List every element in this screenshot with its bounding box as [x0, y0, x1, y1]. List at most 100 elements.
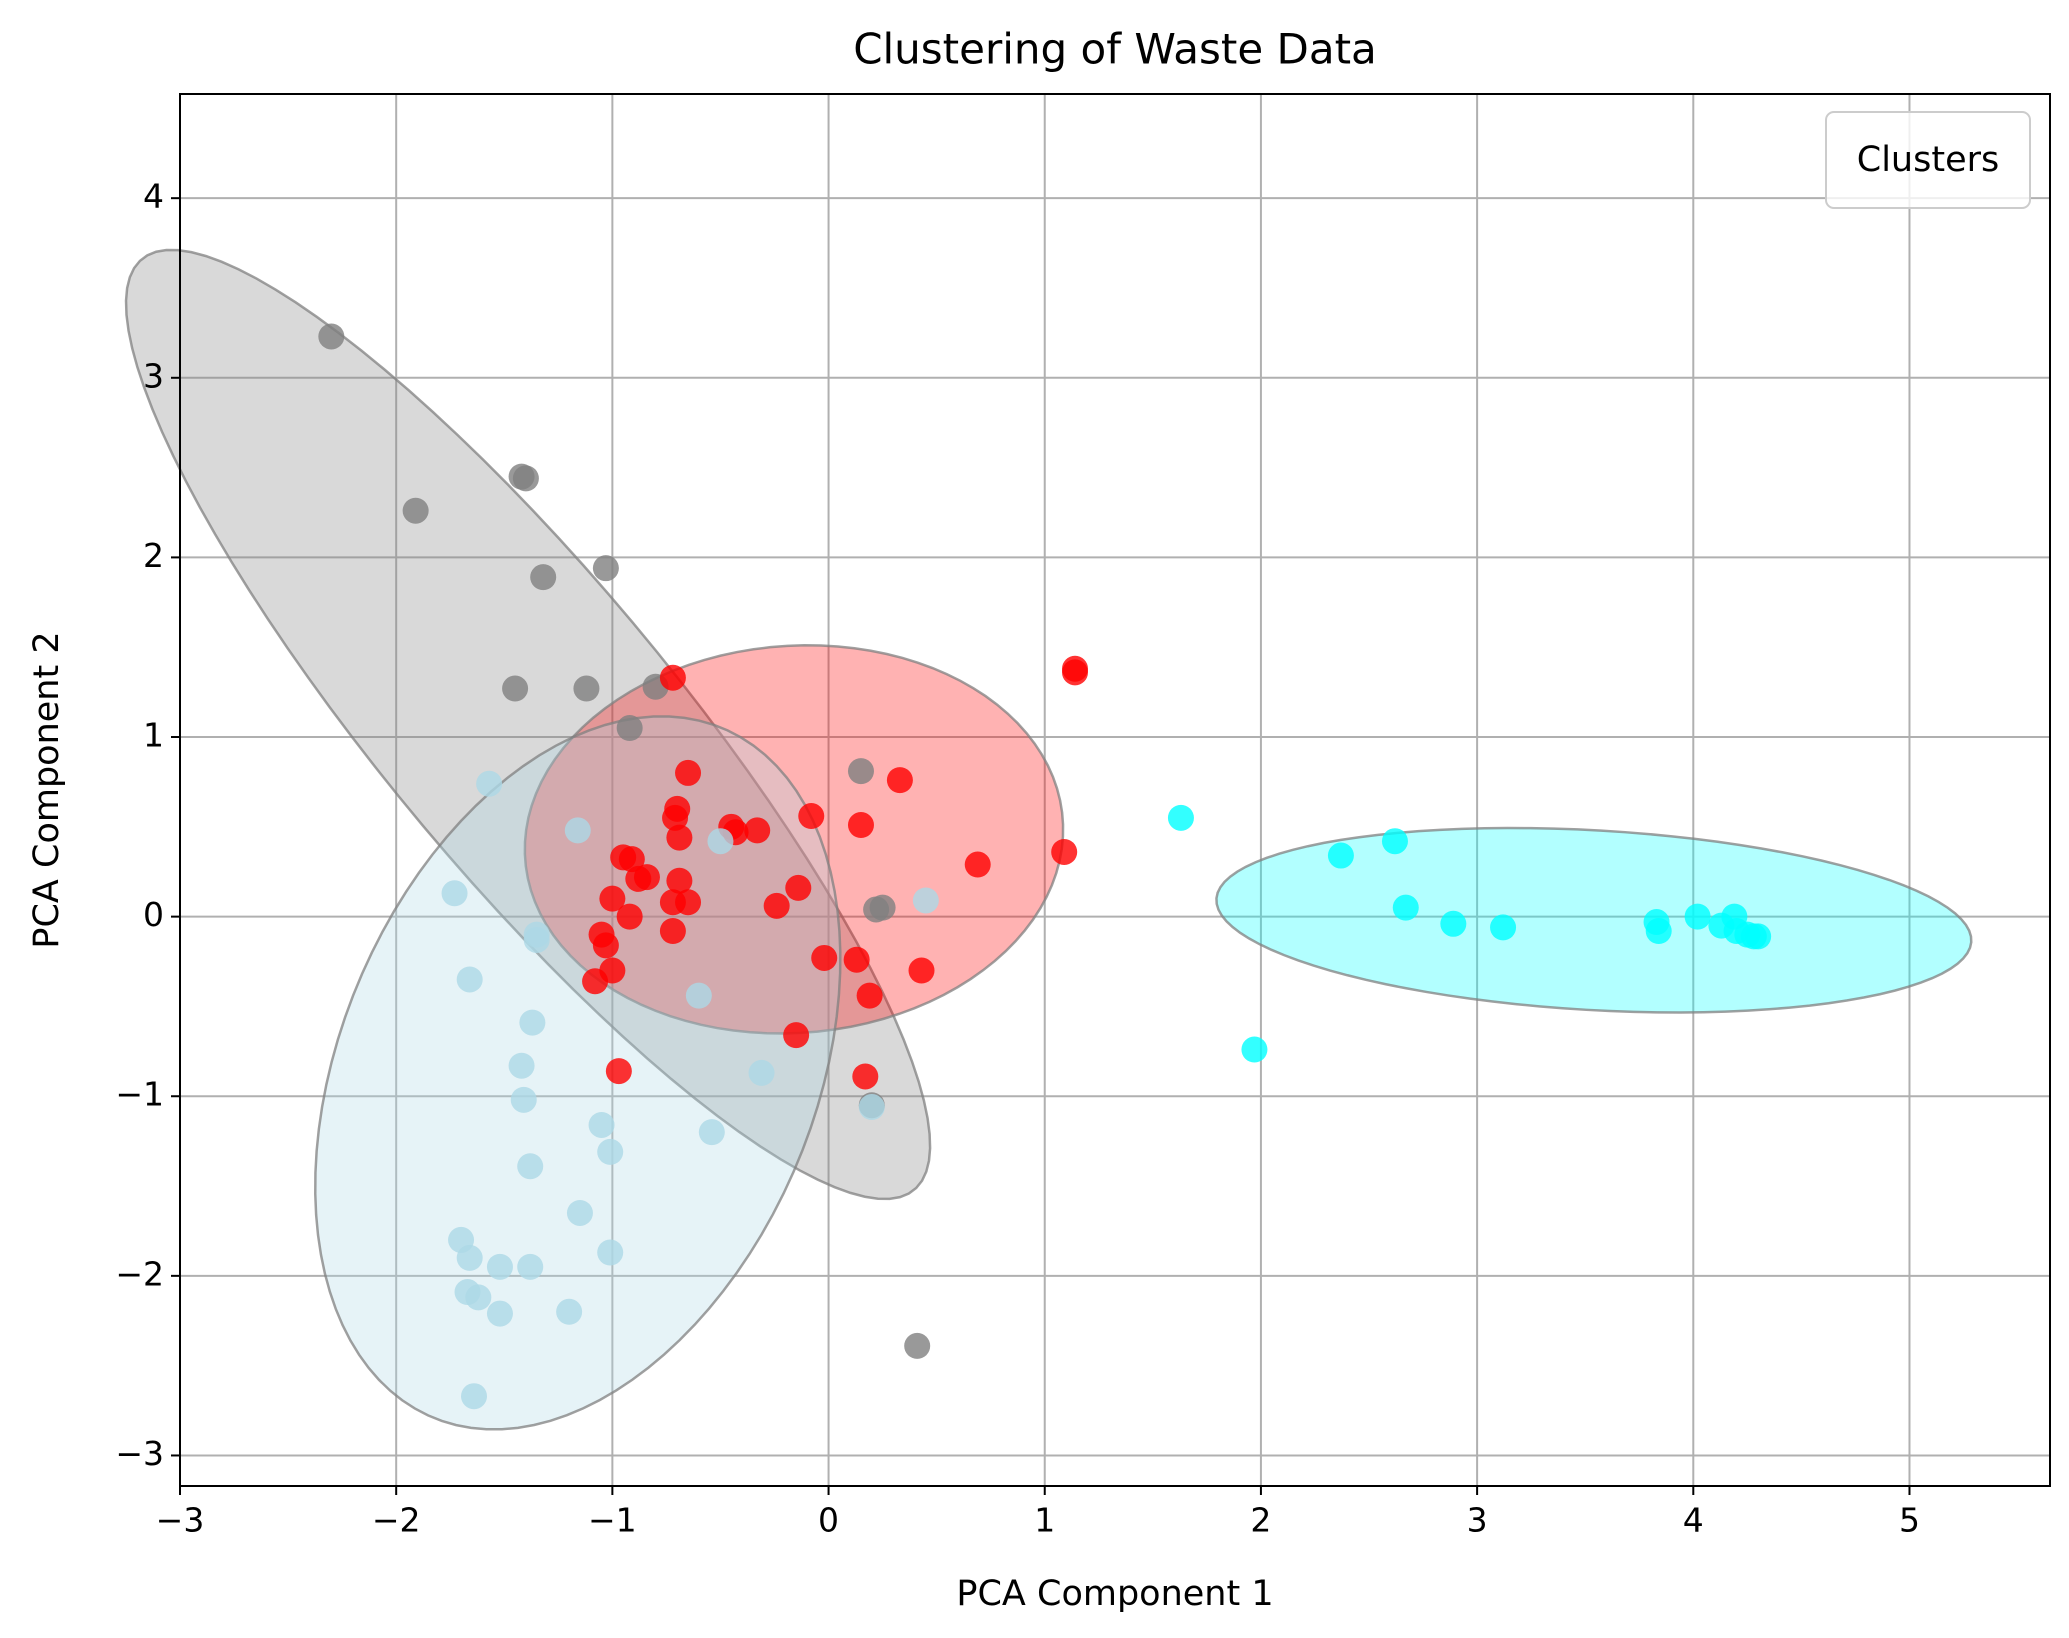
scatter-point [566, 1199, 593, 1226]
scatter-point [508, 1052, 535, 1079]
x-tick-label: 5 [1899, 1501, 1920, 1540]
tick-layer: −3 −2 −1 0 1 2 3 4 5 −3 −2 −1 0 1 2 3 4 [115, 177, 1920, 1540]
scatter-point [465, 1284, 492, 1311]
scatter-point [1392, 894, 1419, 921]
scatter-point [886, 767, 913, 794]
scatter-point [659, 917, 686, 944]
cluster-ellipse [124, 248, 932, 1201]
scatter-point [1167, 804, 1194, 831]
scatter-point [785, 874, 812, 901]
legend: Clusters [1825, 111, 2031, 209]
scatter-point [748, 1059, 775, 1086]
scatter-point [616, 903, 643, 930]
legend-frame [1825, 111, 2031, 209]
x-tick-label: −2 [372, 1501, 421, 1540]
scatter-point [1051, 838, 1078, 865]
scatter-point [858, 1094, 885, 1121]
y-tick-label: 2 [143, 536, 164, 575]
scatter-point [1327, 842, 1354, 869]
scatter-point [908, 957, 935, 984]
ellipse-layer [124, 248, 1973, 1431]
x-tick-label: −1 [588, 1501, 637, 1540]
scatter-point [597, 1239, 624, 1266]
scatter-point [675, 759, 702, 786]
point-layer [318, 323, 1772, 1410]
scatter-point [402, 497, 429, 524]
scatter-point [605, 1058, 632, 1085]
legend-title: Clusters [1857, 140, 1999, 180]
scatter-point [1381, 828, 1408, 855]
y-tick-label: 4 [143, 177, 164, 216]
x-tick-label: −3 [156, 1501, 205, 1540]
x-tick-label: 2 [1250, 1501, 1271, 1540]
scatter-point [662, 804, 689, 831]
scatter-point [461, 1383, 488, 1410]
cluster-ellipse [1215, 826, 1973, 1014]
cluster-ellipse [523, 644, 1065, 1035]
x-tick-label: 0 [818, 1501, 839, 1540]
scatter-point [517, 1253, 544, 1280]
scatter-point [666, 824, 693, 851]
scatter-point [599, 885, 626, 912]
scatter-point [744, 817, 771, 844]
scatter-point [510, 1086, 537, 1113]
scatter-point [685, 982, 712, 1009]
scatter-point [512, 465, 539, 492]
scatter-point [592, 932, 619, 959]
scatter-point [869, 894, 896, 921]
scatter-point [1745, 923, 1772, 950]
scatter-point [633, 864, 660, 891]
scatter-point [852, 1063, 879, 1090]
scatter-point [486, 1253, 513, 1280]
y-tick-label: 0 [143, 895, 164, 934]
scatter-point [486, 1300, 513, 1327]
scatter-point [659, 664, 686, 691]
scatter-point [599, 957, 626, 984]
scatter-point [597, 1138, 624, 1165]
scatter-point [616, 715, 643, 742]
scatter-point [476, 770, 503, 797]
scatter-point [763, 892, 790, 919]
scatter-point [573, 675, 600, 702]
scatter-point [519, 1009, 546, 1036]
scatter-point [964, 851, 991, 878]
scatter-point [318, 323, 345, 350]
scatter-point [556, 1298, 583, 1325]
scatter-point [698, 1119, 725, 1146]
scatter-point [618, 846, 645, 873]
scatter-point [1645, 917, 1672, 944]
scatter-point [523, 926, 550, 953]
scatter-point [1440, 910, 1467, 937]
x-axis-label: PCA Component 1 [956, 1574, 1273, 1614]
scatter-point [592, 555, 619, 582]
y-tick-label: 3 [143, 356, 164, 395]
scatter-point [811, 944, 838, 971]
scatter-point [675, 889, 702, 916]
scatter-point [564, 817, 591, 844]
scatter-point [666, 867, 693, 894]
scatter-point [1241, 1036, 1268, 1063]
y-tick-label: −3 [115, 1434, 164, 1473]
y-tick-label: −2 [115, 1254, 164, 1293]
scatter-point [1684, 903, 1711, 930]
scatter-point [912, 887, 939, 914]
scatter-point [847, 758, 874, 785]
scatter-point [502, 675, 529, 702]
scatter-point [783, 1022, 810, 1049]
scatter-point [707, 828, 734, 855]
scatter-point [1062, 659, 1089, 686]
plot-frame [179, 93, 2051, 1487]
x-tick-label: 3 [1467, 1501, 1488, 1540]
y-axis-label: PCA Component 2 [27, 631, 67, 948]
scatter-point [517, 1153, 544, 1180]
scatter-point [904, 1332, 931, 1359]
scatter-point [856, 982, 883, 1009]
scatter-point [847, 812, 874, 839]
scatter-point [530, 564, 557, 591]
scatter-point [456, 1244, 483, 1271]
scatter-point [588, 1111, 615, 1138]
scatter-point [441, 880, 468, 907]
scatter-point [1490, 914, 1517, 941]
